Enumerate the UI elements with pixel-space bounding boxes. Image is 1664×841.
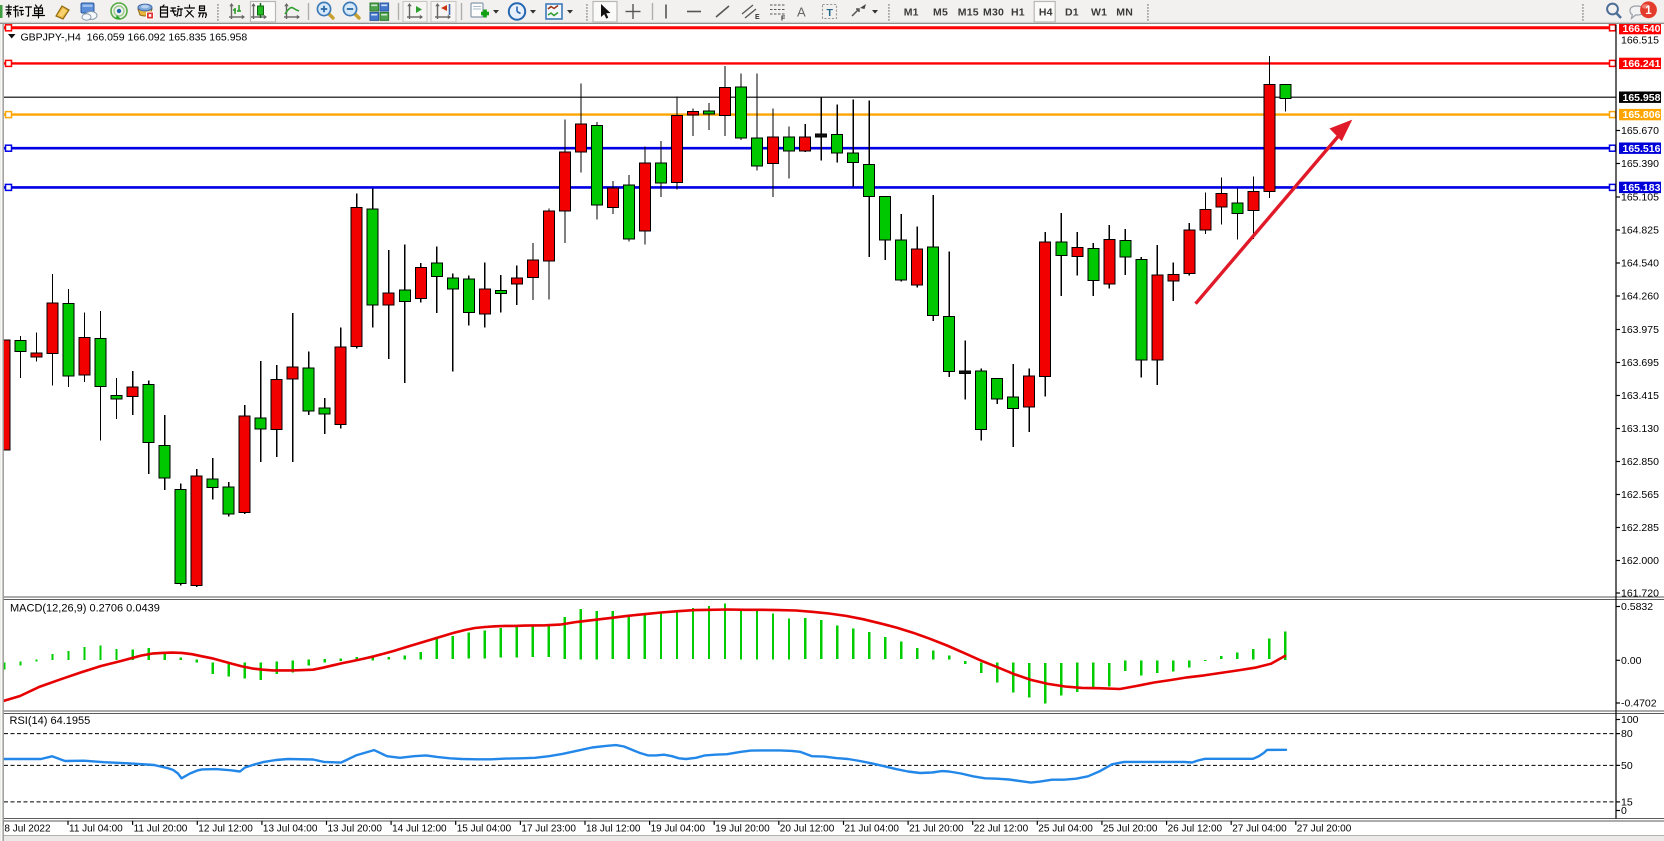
svg-text:M1: M1 [904, 6, 919, 18]
svg-text:F: F [781, 16, 786, 23]
svg-text:18 Jul 12:00: 18 Jul 12:00 [586, 824, 641, 835]
svg-text:11 Jul 04:00: 11 Jul 04:00 [69, 824, 123, 835]
svg-text:20 Jul 12:00: 20 Jul 12:00 [780, 824, 835, 835]
svg-text:-0.4702: -0.4702 [1621, 698, 1657, 710]
svg-text:162.285: 162.285 [1621, 522, 1659, 534]
svg-text:8 Jul 2022: 8 Jul 2022 [4, 824, 51, 835]
svg-text:165.183: 165.183 [1623, 182, 1661, 194]
svg-text:21 Jul 04:00: 21 Jul 04:00 [845, 824, 900, 835]
svg-text:GBPJPY-,H4 166.059 166.092 16: GBPJPY-,H4 166.059 166.092 165.835 165.9… [21, 31, 248, 43]
svg-text:M5: M5 [933, 6, 948, 18]
svg-text:MN: MN [1116, 6, 1133, 18]
svg-text:A: A [797, 5, 806, 20]
svg-text:D1: D1 [1065, 6, 1079, 18]
svg-text:MACD(12,26,9) 0.2706 0.0439: MACD(12,26,9) 0.2706 0.0439 [10, 603, 160, 615]
svg-text:166.540: 166.540 [1623, 23, 1661, 35]
svg-text:50: 50 [1621, 760, 1633, 772]
svg-text:27 Jul 20:00: 27 Jul 20:00 [1297, 824, 1352, 835]
svg-text:165.806: 165.806 [1623, 109, 1661, 121]
svg-text:164.540: 164.540 [1621, 258, 1659, 270]
svg-text:15 Jul 04:00: 15 Jul 04:00 [457, 824, 512, 835]
svg-text:166.241: 166.241 [1623, 58, 1661, 70]
svg-text:163.415: 163.415 [1621, 390, 1659, 402]
svg-text:M30: M30 [983, 6, 1004, 18]
svg-text:162.000: 162.000 [1621, 555, 1659, 567]
svg-text:RSI(14) 64.1955: RSI(14) 64.1955 [10, 715, 91, 727]
svg-text:12 Jul 12:00: 12 Jul 12:00 [198, 824, 253, 835]
svg-text:27 Jul 04:00: 27 Jul 04:00 [1232, 824, 1287, 835]
svg-text:0: 0 [1621, 805, 1627, 817]
svg-text:25 Jul 20:00: 25 Jul 20:00 [1103, 824, 1158, 835]
svg-text:164.825: 164.825 [1621, 225, 1659, 237]
svg-text:80: 80 [1621, 728, 1633, 740]
svg-text:165.516: 165.516 [1623, 143, 1661, 155]
svg-text:166.515: 166.515 [1621, 35, 1659, 47]
svg-text:11 Jul 20:00: 11 Jul 20:00 [134, 824, 188, 835]
svg-text:W1: W1 [1091, 6, 1107, 18]
svg-text:0.5832: 0.5832 [1621, 601, 1653, 613]
svg-text:19 Jul 20:00: 19 Jul 20:00 [715, 824, 770, 835]
svg-text:14 Jul 12:00: 14 Jul 12:00 [392, 824, 447, 835]
svg-text:T: T [827, 7, 834, 19]
svg-text:163.975: 163.975 [1621, 324, 1659, 336]
svg-text:15: 15 [1621, 796, 1633, 808]
svg-text:21 Jul 20:00: 21 Jul 20:00 [909, 824, 964, 835]
svg-text:E: E [755, 14, 760, 21]
svg-text:22 Jul 12:00: 22 Jul 12:00 [974, 824, 1029, 835]
svg-text:100: 100 [1621, 714, 1639, 726]
svg-text:26 Jul 12:00: 26 Jul 12:00 [1168, 824, 1223, 835]
svg-text:0.00: 0.00 [1621, 655, 1642, 667]
svg-text:H4: H4 [1039, 6, 1053, 18]
svg-text:13 Jul 20:00: 13 Jul 20:00 [328, 824, 383, 835]
svg-text:161.720: 161.720 [1621, 588, 1659, 600]
svg-text:H1: H1 [1011, 6, 1025, 18]
svg-text:165.670: 165.670 [1621, 125, 1659, 137]
svg-text:162.850: 162.850 [1621, 456, 1659, 468]
svg-text:164.260: 164.260 [1621, 291, 1659, 303]
svg-text:165.958: 165.958 [1623, 92, 1661, 104]
svg-text:1: 1 [1645, 5, 1652, 17]
svg-text:162.565: 162.565 [1621, 489, 1659, 501]
svg-text:M15: M15 [958, 6, 979, 18]
svg-text:25 Jul 04:00: 25 Jul 04:00 [1038, 824, 1093, 835]
svg-text:165.390: 165.390 [1621, 158, 1659, 170]
svg-text:19 Jul 04:00: 19 Jul 04:00 [651, 824, 706, 835]
svg-text:13 Jul 04:00: 13 Jul 04:00 [263, 824, 318, 835]
svg-text:165.105: 165.105 [1621, 192, 1659, 204]
svg-text:163.695: 163.695 [1621, 357, 1659, 369]
svg-text:17 Jul 23:00: 17 Jul 23:00 [521, 824, 576, 835]
svg-text:163.130: 163.130 [1621, 423, 1659, 435]
